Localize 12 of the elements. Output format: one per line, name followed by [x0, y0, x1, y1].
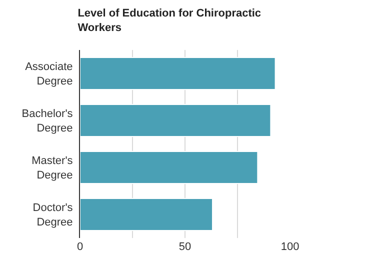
- y-tick-label: Doctor's Degree: [32, 202, 74, 228]
- y-tick-label: Bachelor's Degree: [22, 108, 74, 134]
- y-tick-label: Associate Degree: [25, 61, 73, 88]
- chart-title: Level of Education for Chiropractic Workers: [78, 8, 262, 34]
- y-tick-label: Master's Degree: [32, 155, 74, 182]
- x-tick-label: 50: [178, 241, 192, 253]
- bar: [80, 57, 276, 90]
- x-tick-label: 0: [76, 241, 84, 253]
- bar: [80, 104, 272, 137]
- bar: [80, 198, 214, 231]
- bar: [80, 151, 258, 184]
- x-tick-label: 100: [280, 241, 300, 253]
